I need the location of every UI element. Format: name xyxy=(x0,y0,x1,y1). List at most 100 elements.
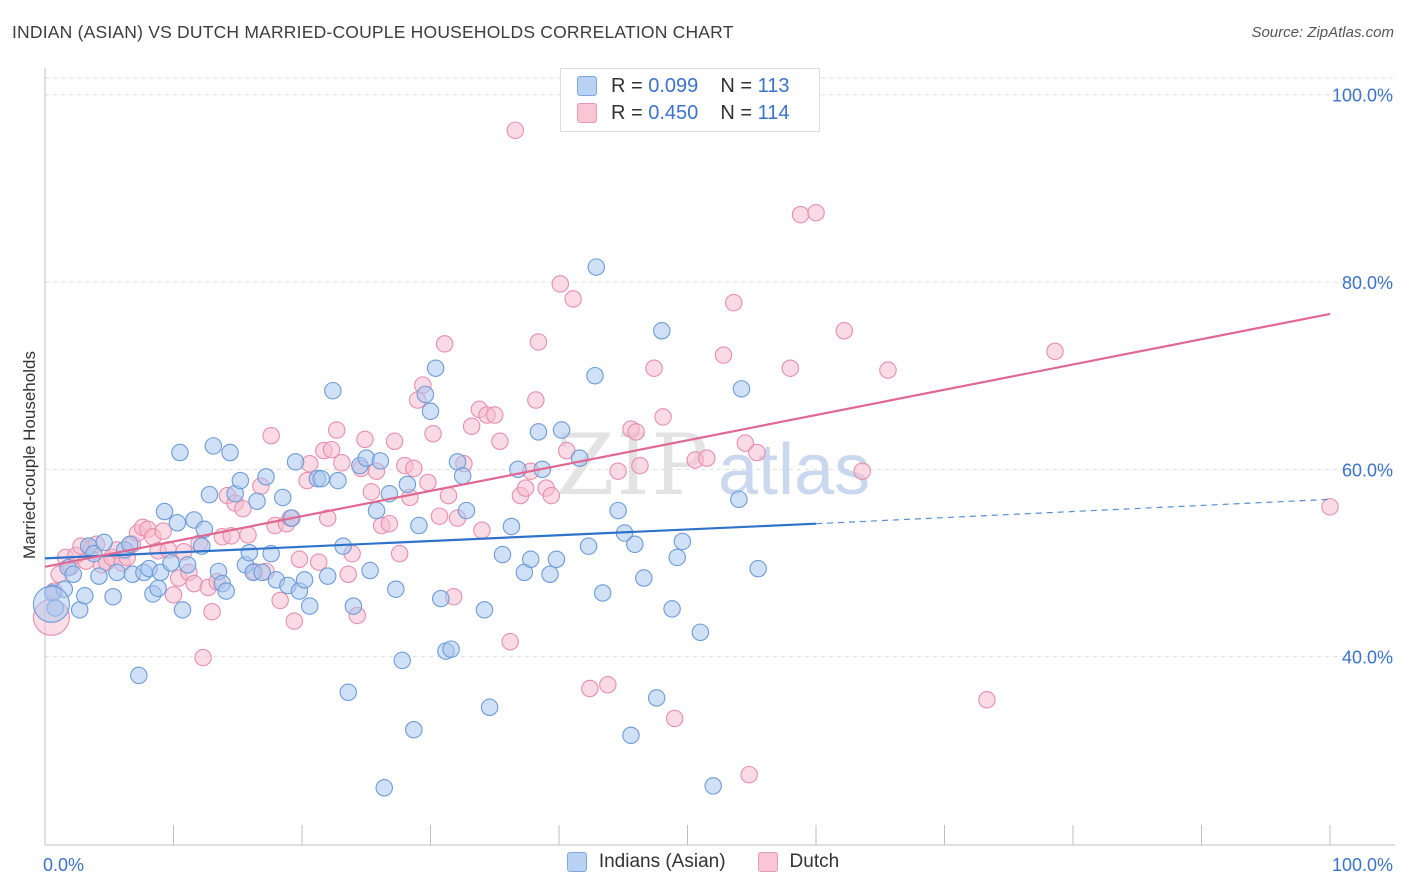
data-point xyxy=(217,582,235,600)
data-point xyxy=(502,517,521,536)
data-point xyxy=(318,509,337,527)
data-point xyxy=(380,514,399,533)
chart-title: INDIAN (ASIAN) VS DUTCH MARRIED-COUPLE H… xyxy=(12,22,734,42)
legend-swatch-dutch xyxy=(757,852,778,872)
data-point xyxy=(273,488,292,507)
data-point xyxy=(978,691,996,709)
data-point xyxy=(344,597,363,615)
data-point-large xyxy=(32,585,70,623)
data-point xyxy=(200,485,219,504)
data-point xyxy=(398,475,417,494)
data-point xyxy=(552,421,571,439)
data-point xyxy=(541,565,559,584)
data-point xyxy=(1321,498,1339,516)
y-tick-label: 60.0% xyxy=(1342,460,1393,480)
axes xyxy=(44,68,1395,846)
data-point xyxy=(361,561,379,580)
data-point xyxy=(521,550,540,569)
data-point xyxy=(155,502,174,521)
data-point xyxy=(557,441,576,460)
data-point xyxy=(357,449,375,467)
data-point xyxy=(542,486,561,505)
data-point xyxy=(551,275,570,293)
data-point xyxy=(324,381,342,400)
data-point xyxy=(239,526,257,544)
legend-swatch-indians xyxy=(566,852,587,872)
data-point xyxy=(262,426,280,445)
data-point xyxy=(432,589,450,608)
data-point xyxy=(203,602,221,621)
data-point xyxy=(501,632,519,651)
data-point xyxy=(714,346,733,364)
data-point xyxy=(339,565,358,584)
data-point xyxy=(410,516,428,535)
legend-r-label: R = xyxy=(611,101,649,124)
data-point xyxy=(333,454,351,472)
data-point xyxy=(385,432,404,451)
y-tick-label: 80.0% xyxy=(1342,273,1393,293)
data-point xyxy=(300,597,319,615)
data-point xyxy=(154,522,172,540)
data-point xyxy=(204,437,223,455)
data-point xyxy=(262,544,280,563)
data-point xyxy=(879,361,897,379)
data-point xyxy=(435,335,454,353)
y-tick-label: 100.0% xyxy=(1332,86,1393,106)
trend-line-indians xyxy=(44,522,817,560)
data-point xyxy=(462,417,481,436)
legend-item-dutch[interactable]: Dutch xyxy=(757,851,840,873)
data-point xyxy=(393,651,411,670)
legend-row-indians: R = 0.099 N = 113 xyxy=(577,72,789,100)
legend-n-label: N = xyxy=(720,101,758,124)
data-point xyxy=(64,565,83,584)
data-point xyxy=(647,689,666,707)
data-point xyxy=(807,203,825,222)
data-point xyxy=(564,290,582,308)
data-point xyxy=(457,501,476,520)
data-point xyxy=(665,709,684,728)
data-point xyxy=(194,648,212,667)
data-point xyxy=(312,469,331,488)
data-point xyxy=(426,359,445,377)
data-point xyxy=(162,554,180,572)
data-point xyxy=(748,443,766,462)
data-point xyxy=(362,483,381,501)
data-point xyxy=(318,567,337,585)
data-point xyxy=(626,535,644,554)
data-point xyxy=(90,567,108,585)
watermark: ZIP atlas xyxy=(556,416,870,514)
data-point xyxy=(419,473,437,492)
data-point xyxy=(356,430,374,449)
data-point xyxy=(627,423,645,441)
data-point xyxy=(390,544,409,563)
data-point xyxy=(286,453,305,471)
data-point xyxy=(609,462,627,480)
legend-r-value: 0.099 xyxy=(648,74,699,97)
data-point xyxy=(654,408,672,426)
data-point xyxy=(473,521,491,539)
data-point xyxy=(240,543,259,562)
legend-swatch-indians xyxy=(577,76,597,96)
data-point xyxy=(581,679,599,698)
data-point xyxy=(1046,342,1064,361)
data-point xyxy=(248,492,266,510)
data-point xyxy=(475,601,494,619)
data-point xyxy=(253,563,271,582)
trend-line-dutch xyxy=(44,312,1331,568)
data-point xyxy=(371,452,390,470)
data-point xyxy=(586,366,604,385)
legend-r-value: 0.450 xyxy=(648,101,699,124)
legend-item-indians[interactable]: Indians (Asian) xyxy=(566,851,726,873)
data-point xyxy=(506,121,525,140)
data-point xyxy=(95,533,113,552)
legend-label-dutch: Dutch xyxy=(789,851,840,872)
data-point xyxy=(599,676,617,694)
trend-line-indians-extension xyxy=(815,498,1331,525)
data-point xyxy=(416,385,435,404)
data-point xyxy=(622,726,640,745)
data-point xyxy=(271,591,289,610)
data-point xyxy=(493,545,512,564)
data-point xyxy=(691,623,710,642)
data-point xyxy=(853,462,872,480)
data-point xyxy=(835,322,854,340)
